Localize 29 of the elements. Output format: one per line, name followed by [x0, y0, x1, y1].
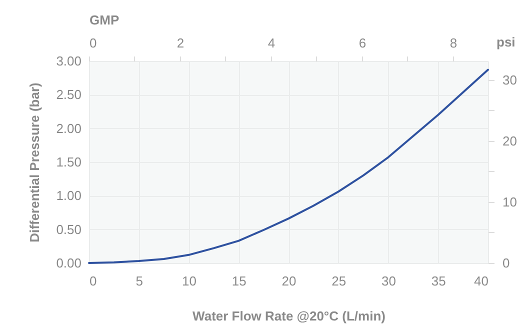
x-tick-label: 40: [474, 274, 488, 288]
y2-tick-label: 30: [502, 72, 517, 88]
x-tick-label: 15: [232, 274, 246, 288]
x-tick-label: 5: [136, 274, 143, 288]
y2-axis-title: psi: [496, 34, 516, 50]
y-tick-label: 3.00: [56, 54, 82, 68]
y2-tick-label: 20: [502, 133, 517, 148]
x2-tick-label: 2: [176, 36, 184, 50]
y-tick-label: 1.00: [56, 188, 82, 204]
x-tick-label: 35: [431, 274, 446, 288]
x-tick-label: 20: [282, 274, 296, 288]
x-axis-title: Water Flow Rate @20°C (L/min): [192, 308, 386, 324]
y-axis-title: Differential Pressure (bar): [27, 82, 42, 242]
x2-tick-label: 8: [450, 36, 458, 50]
x-tick-label: 30: [382, 274, 396, 288]
y-tick-label: 2.00: [56, 120, 82, 136]
y-tick-label: 0.00: [56, 256, 82, 270]
x2-axis-title: GMP: [90, 12, 120, 28]
y-tick-label: 0.50: [56, 222, 82, 237]
x2-tick-label: 0: [90, 36, 97, 50]
x2-tick-label: 6: [358, 36, 366, 50]
x-tick-label: 25: [332, 274, 346, 288]
x-tick-label: 10: [182, 274, 196, 288]
y2-tick-label: 0: [502, 256, 510, 270]
x2-tick-label: 4: [268, 36, 276, 50]
y2-tick-label: 10: [502, 194, 517, 210]
x-tick-label: 0: [90, 274, 97, 288]
y-tick-label: 2.50: [56, 87, 82, 102]
y-tick-label: 1.50: [56, 154, 82, 170]
